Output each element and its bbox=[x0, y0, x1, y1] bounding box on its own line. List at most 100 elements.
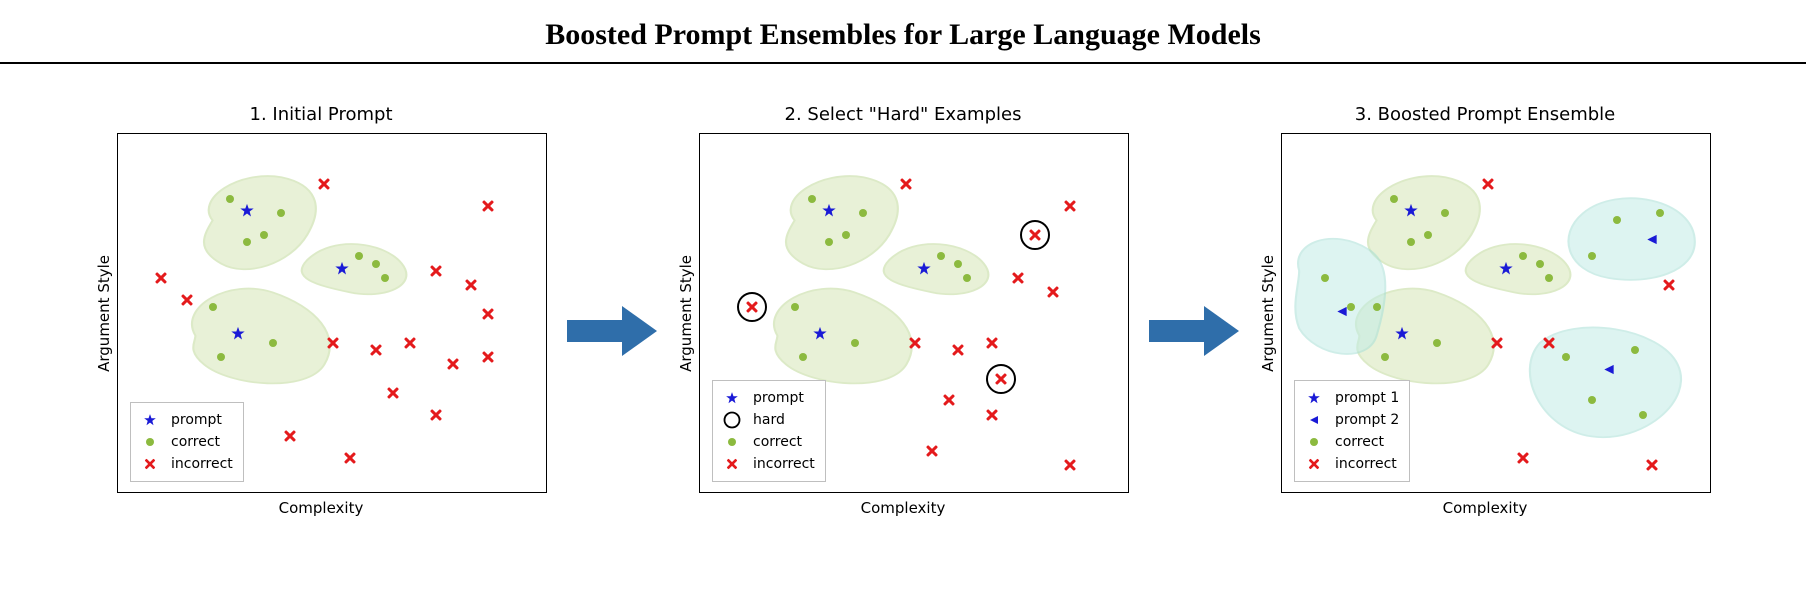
cross-icon bbox=[1303, 456, 1325, 472]
correct-point bbox=[243, 238, 251, 246]
prompt-star bbox=[230, 325, 246, 346]
prompt-star bbox=[239, 203, 255, 224]
incorrect-point bbox=[464, 278, 478, 292]
correct-point bbox=[1545, 274, 1553, 282]
incorrect-point bbox=[1046, 285, 1060, 299]
star-icon bbox=[1303, 390, 1325, 406]
incorrect-point bbox=[481, 350, 495, 364]
correct-point bbox=[791, 303, 799, 311]
incorrect-point bbox=[326, 336, 340, 350]
star-icon bbox=[139, 412, 161, 428]
correct-point bbox=[1613, 216, 1621, 224]
incorrect-point bbox=[1481, 177, 1495, 191]
chart-row: Argument Style promptcorrectincorrect bbox=[95, 133, 547, 493]
panel-3: 3. Boosted Prompt Ensemble Argument Style… bbox=[1259, 104, 1711, 517]
incorrect-point bbox=[985, 408, 999, 422]
star-icon bbox=[721, 390, 743, 406]
correct-point bbox=[381, 274, 389, 282]
title-wrap: Boosted Prompt Ensembles for Large Langu… bbox=[0, 0, 1806, 52]
correct-point bbox=[1631, 346, 1639, 354]
incorrect-point bbox=[283, 429, 297, 443]
panel-title: 3. Boosted Prompt Ensemble bbox=[1355, 104, 1616, 125]
x-axis-label: Complexity bbox=[1443, 499, 1528, 517]
panel-1: 1. Initial Prompt Argument Style promptco… bbox=[95, 104, 547, 517]
correct-point bbox=[963, 274, 971, 282]
legend-item: incorrect bbox=[1303, 453, 1399, 475]
x-axis-label: Complexity bbox=[861, 499, 946, 517]
hard-circle bbox=[986, 364, 1016, 394]
incorrect-point bbox=[985, 336, 999, 350]
correct-point bbox=[954, 260, 962, 268]
correct-point bbox=[1407, 238, 1415, 246]
prompt2-triangle bbox=[1602, 362, 1616, 381]
arrow-icon bbox=[567, 306, 657, 356]
legend-label: correct bbox=[753, 431, 802, 453]
correct-point bbox=[1656, 209, 1664, 217]
y-axis-label: Argument Style bbox=[677, 255, 695, 372]
prompt-star bbox=[812, 325, 828, 346]
legend-item: correct bbox=[721, 431, 815, 453]
panels-row: 1. Initial PromptArgument Style promptco… bbox=[0, 64, 1806, 547]
incorrect-point bbox=[1542, 336, 1556, 350]
correct-point bbox=[1381, 353, 1389, 361]
incorrect-point bbox=[1011, 271, 1025, 285]
correct-point bbox=[1433, 339, 1441, 347]
legend-item: incorrect bbox=[139, 453, 233, 475]
plot-area: promptcorrectincorrect bbox=[117, 133, 547, 493]
prompt-star bbox=[1394, 325, 1410, 346]
legend-label: prompt bbox=[171, 409, 222, 431]
correct-point bbox=[209, 303, 217, 311]
y-axis-label: Argument Style bbox=[95, 255, 113, 372]
circle-icon bbox=[721, 412, 743, 428]
correct-point bbox=[851, 339, 859, 347]
legend-item: prompt 2 bbox=[1303, 409, 1399, 431]
correct-point bbox=[859, 209, 867, 217]
incorrect-point bbox=[481, 199, 495, 213]
incorrect-point bbox=[925, 444, 939, 458]
correct-point bbox=[1424, 231, 1432, 239]
tri-icon bbox=[1303, 412, 1325, 428]
correct-point bbox=[1588, 252, 1596, 260]
legend-label: hard bbox=[753, 409, 785, 431]
legend-label: correct bbox=[1335, 431, 1384, 453]
x-axis-label: Complexity bbox=[279, 499, 364, 517]
incorrect-point bbox=[429, 264, 443, 278]
correct-point bbox=[808, 195, 816, 203]
correct-point bbox=[372, 260, 380, 268]
legend-label: prompt bbox=[753, 387, 804, 409]
prompt2-triangle bbox=[1335, 305, 1349, 324]
incorrect-point bbox=[1645, 458, 1659, 472]
y-axis-label: Argument Style bbox=[1259, 255, 1277, 372]
incorrect-point bbox=[317, 177, 331, 191]
correct-point bbox=[1588, 396, 1596, 404]
incorrect-point bbox=[899, 177, 913, 191]
legend-item: incorrect bbox=[721, 453, 815, 475]
incorrect-point bbox=[942, 393, 956, 407]
incorrect-point bbox=[343, 451, 357, 465]
cross-icon bbox=[139, 456, 161, 472]
incorrect-point bbox=[180, 293, 194, 307]
dot-icon bbox=[721, 434, 743, 450]
legend-item: prompt 1 bbox=[1303, 387, 1399, 409]
incorrect-point bbox=[1063, 199, 1077, 213]
correct-point bbox=[226, 195, 234, 203]
panel-title: 1. Initial Prompt bbox=[250, 104, 393, 125]
correct-point bbox=[1321, 274, 1329, 282]
arrow-icon bbox=[1149, 306, 1239, 356]
incorrect-point bbox=[403, 336, 417, 350]
incorrect-point bbox=[446, 357, 460, 371]
chart-row: Argument Style prompt 1prompt 2correctin… bbox=[1259, 133, 1711, 493]
incorrect-point bbox=[1516, 451, 1530, 465]
incorrect-point bbox=[481, 307, 495, 321]
prompt2-triangle bbox=[1645, 233, 1659, 252]
incorrect-point bbox=[951, 343, 965, 357]
prompt-star bbox=[916, 260, 932, 281]
legend-item: hard bbox=[721, 409, 815, 431]
incorrect-point bbox=[154, 271, 168, 285]
incorrect-point bbox=[1063, 458, 1077, 472]
incorrect-point bbox=[429, 408, 443, 422]
legend-label: prompt 2 bbox=[1335, 409, 1399, 431]
incorrect-point bbox=[908, 336, 922, 350]
chart-row: Argument Style prompthardcorrectincorrec… bbox=[677, 133, 1129, 493]
correct-point bbox=[260, 231, 268, 239]
